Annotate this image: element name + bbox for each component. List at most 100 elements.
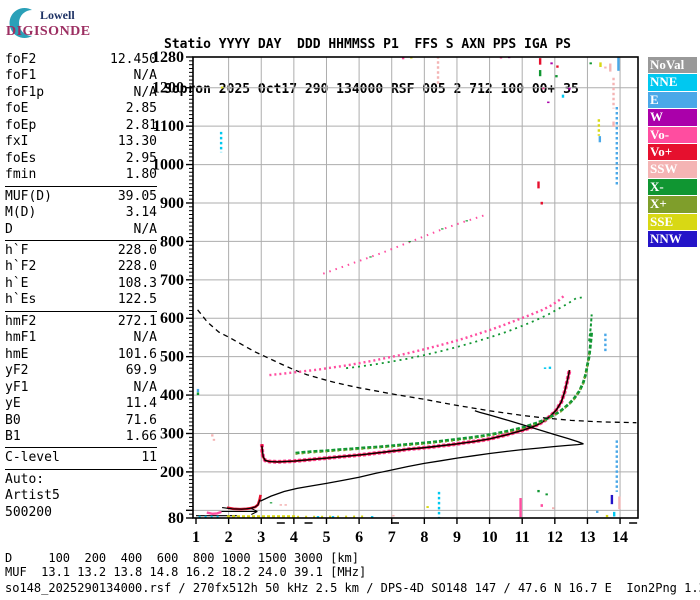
parameter-value: 2.85 [125,101,157,117]
parameter-value: 11 [141,450,157,466]
parameter-value: N/A [133,84,157,100]
trace-e-artist-fit [222,499,261,510]
x-tick-label: 9 [453,529,461,546]
parameter-row: hmF2 272.1 [5,314,157,330]
parameter-label: fmin [5,167,37,183]
digisonde-crescent-icon [9,7,32,38]
parameter-row: M(D) 3.14 [5,205,157,221]
echo-traces [196,213,637,518]
parameter-row: Auto: [5,472,157,488]
parameter-label: foEs [5,150,37,166]
parameter-value: 101.6 [117,346,157,362]
interference-marks [196,57,621,518]
parameter-value: 272.1 [117,313,157,329]
parameter-divider [5,239,157,241]
x-tick-label: 13 [579,529,595,546]
parameter-row: foF2 12.450 [5,52,157,68]
parameter-label: B0 [5,412,21,428]
x-tick-label: 11 [515,529,530,546]
parameter-divider [5,310,157,312]
y-tick-label: 1200 [152,80,184,97]
y-tick-label: 800 [160,233,184,250]
x-tick-label: 12 [547,529,563,546]
trace-profile-lower-branch [260,443,584,502]
parameter-value: 2.81 [125,117,157,133]
y-tick-label: 600 [160,310,184,327]
parameter-row: foEs 2.95 [5,151,157,167]
parameter-row: fxI 13.30 [5,134,157,150]
parameter-row: foE 2.85 [5,101,157,117]
parameter-value: 3.14 [125,205,157,221]
trace-f-trace-artist-fit [261,369,571,463]
y-tick-label: 300 [160,425,184,442]
parameter-value: N/A [133,221,157,237]
parameter-label: MUF(D) [5,188,52,204]
header-field-values: Sopron 2025 Oct17 290 134000 RSF 005 2 7… [164,82,579,97]
x-tick-label: 10 [482,529,498,546]
parameter-panel: foF2 12.450 foF1 N/A foF1p N/A foE 2.85 foEp 2.81… [5,52,157,521]
parameter-row: C-level 11 [5,450,157,466]
trace-e-trace-left [206,510,222,516]
parameter-row: yE 11.4 [5,396,157,412]
parameter-label: D [5,221,13,237]
parameter-row: h`E 108.3 [5,276,157,292]
parameter-row: foF1p N/A [5,85,157,101]
legend-item-noval: NoVal [648,57,697,74]
parameter-label: fxI [5,134,29,150]
parameter-label: hmF1 [5,330,37,346]
parameter-label: yF1 [5,379,29,395]
parameter-label: yE [5,396,21,412]
parameter-row: hmF1 N/A [5,330,157,346]
parameter-row: yF1 N/A [5,380,157,396]
parameter-value: 228.0 [117,242,157,258]
parameter-value: 11.4 [125,396,157,412]
y-tick-label: 400 [160,387,184,404]
x-tick-label: 2 [225,529,233,546]
legend-item-xplus: X+ [648,196,697,213]
parameter-row: h`F2 228.0 [5,259,157,275]
parameter-label: M(D) [5,205,37,221]
d-distance-row: D 100 200 400 600 800 1000 1500 3000 [km… [5,551,360,565]
trace-transmission-curve-dashed [197,309,637,424]
y-tick-label: 1000 [152,157,184,174]
parameter-label: foE [5,101,29,117]
parameter-label: hmF2 [5,313,37,329]
y-tick-label: 1280 [152,49,184,66]
parameter-value: 12.450 [110,52,157,67]
parameter-row: yF2 69.9 [5,363,157,379]
parameter-label: foF1p [5,84,45,100]
parameter-value: 108.3 [117,275,157,291]
x-tick-label: 3 [257,529,265,546]
parameter-label: hmE [5,346,29,362]
parameter-value: N/A [133,68,157,84]
legend-item-voplus: Vo+ [648,143,697,161]
logo-digisonde-text: DIGISONDE [6,24,91,39]
parameter-label: C-level [5,450,60,466]
parameter-row: MUF(D) 39.05 [5,189,157,205]
parameter-label: Auto: [5,471,45,487]
y-tick-label: 500 [160,349,184,366]
legend-item-w: W [648,109,697,126]
x-tick-label: 1 [192,529,200,546]
file-info-line: so148_2025290134000.rsf / 270fx512h 50 k… [5,581,700,595]
x-axis: 1 2 3 4 5 6 7 8 9 10 11 12 13 14 [192,518,638,546]
header-field-names: Statio YYYY DAY DDD HHMMSS P1 FFS S AXN … [164,37,571,52]
trace-third-hop-o [322,213,489,275]
parameter-row: Artist5 [5,488,157,504]
trace-f-trace-x-core [295,331,594,455]
x-tick-label: 6 [355,529,363,546]
y-tick-label: 700 [160,272,184,289]
trace-x-asymptote-upper [588,314,593,342]
parameter-row: foEp 2.81 [5,118,157,134]
parameter-value: 122.5 [117,292,157,308]
parameter-divider [5,185,157,187]
parameter-value: N/A [133,330,157,346]
y-tick-label: 80 [168,510,184,527]
parameter-divider [5,468,157,470]
parameter-label: h`E [5,275,29,291]
legend-item-xminus: X- [648,178,697,196]
parameter-row: B0 71.6 [5,413,157,429]
parameter-value: 1.66 [125,428,157,444]
parameter-row: fmin 1.80 [5,167,157,183]
